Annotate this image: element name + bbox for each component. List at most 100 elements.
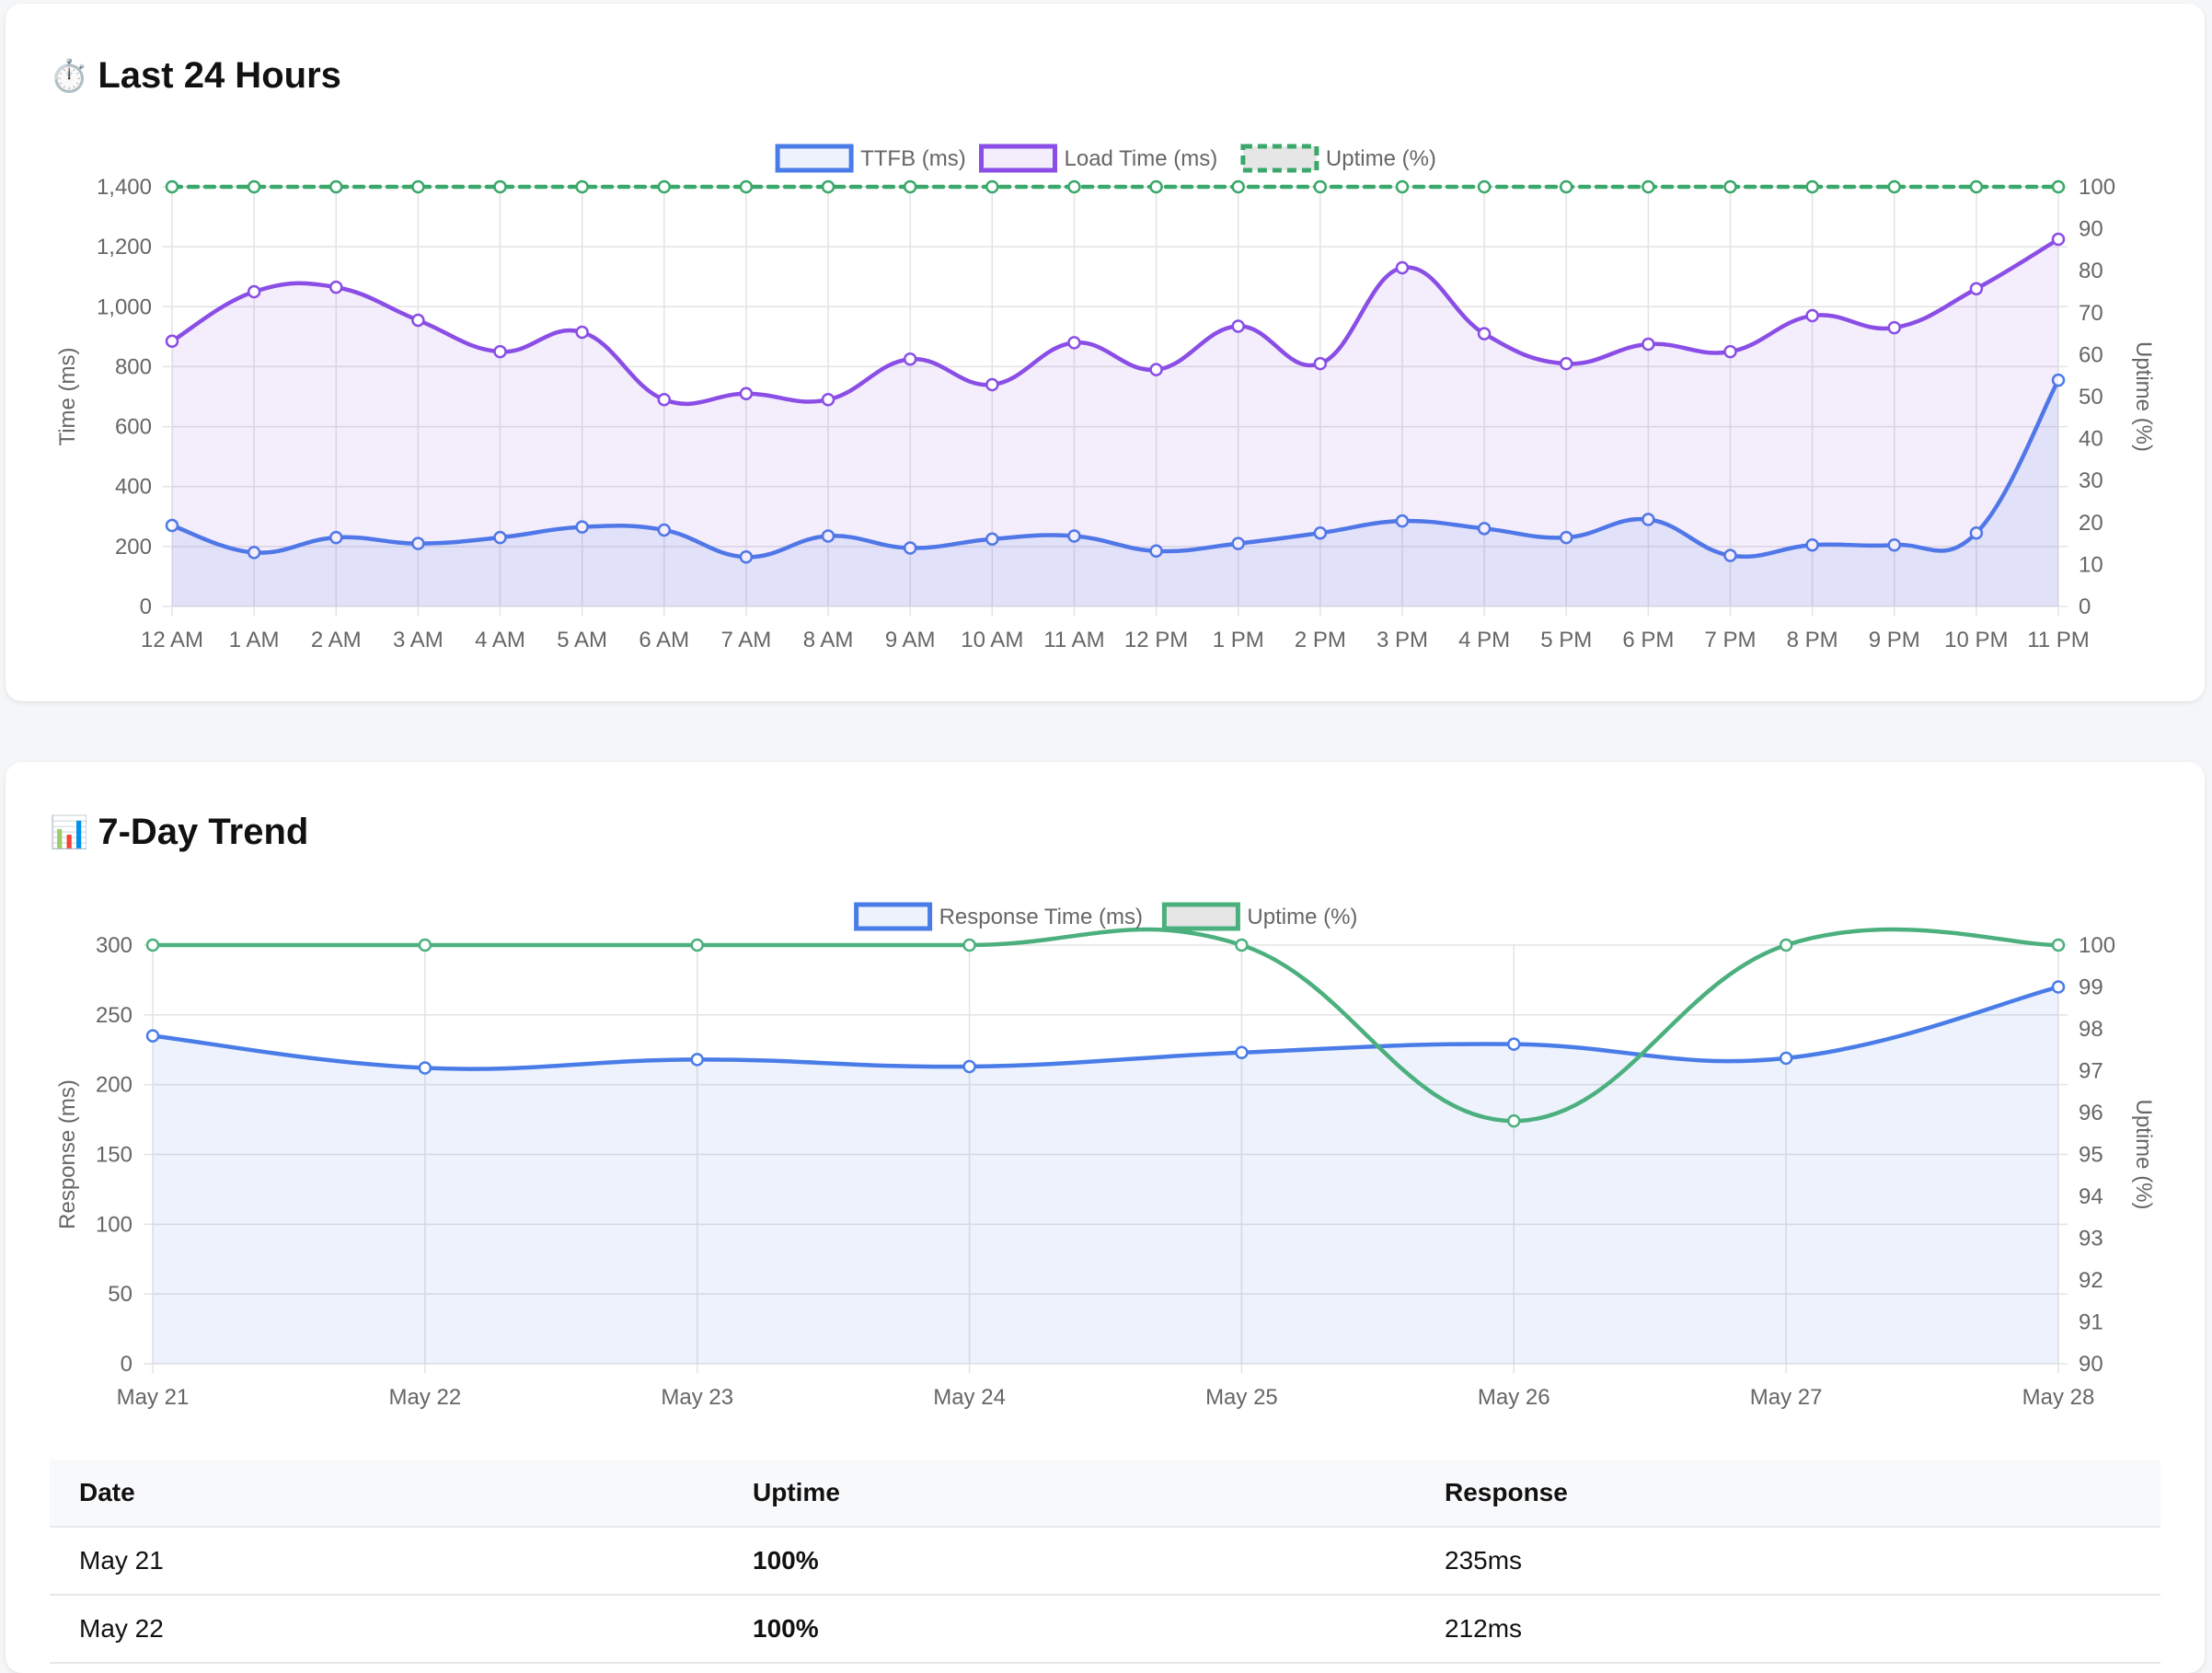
x-tick-label: 11 AM	[1043, 628, 1104, 652]
data-point	[821, 179, 835, 194]
series-line	[150, 985, 2061, 1071]
y2-tick-label: 20	[2079, 511, 2103, 536]
y2-tick-label: 95	[2079, 1143, 2103, 1168]
data-point	[1507, 1113, 1521, 1128]
y2-tick-label: 94	[2079, 1184, 2103, 1209]
hourly-performance-chart: 0 200 400 600 800 1,000 1,200 1,400 0 10 20 30 40 50 6…	[55, 144, 2156, 652]
data-point	[411, 179, 425, 194]
y2-tick-label: 60	[2079, 342, 2103, 367]
data-point	[1805, 537, 1819, 552]
data-point	[1969, 179, 1984, 194]
data-point	[1149, 544, 1163, 558]
table-row: May 22 100% 212ms	[50, 1595, 2160, 1664]
data-point	[962, 1059, 976, 1074]
data-point	[657, 179, 672, 194]
x-tick-label: 6 AM	[639, 628, 689, 652]
y2-tick-label: 97	[2079, 1059, 2103, 1084]
series-area	[172, 239, 2058, 606]
data-point	[1887, 179, 1901, 194]
legend-label: TTFB (ms)	[860, 146, 966, 171]
data-point	[329, 280, 343, 294]
data-point	[903, 179, 917, 194]
data-point	[1235, 938, 1249, 952]
y2-axis-title: Uptime (%)	[2131, 341, 2156, 452]
row-date: May 22	[50, 1595, 723, 1664]
x-tick-label: 7 PM	[1704, 628, 1756, 652]
y-tick-label: 1,200	[97, 235, 152, 260]
data-point	[1477, 522, 1492, 536]
data-point	[739, 179, 754, 194]
data-point	[1723, 344, 1737, 359]
y2-tick-label: 90	[2079, 1352, 2103, 1377]
x-tick-label: 5 AM	[557, 628, 607, 652]
y2-tick-label: 99	[2079, 975, 2103, 1000]
row-date: May 21	[50, 1527, 723, 1596]
data-point	[411, 537, 425, 550]
data-point	[1969, 525, 1984, 540]
data-point	[903, 541, 917, 555]
x-tick-label: 2 AM	[311, 628, 362, 652]
x-tick-label: 4 AM	[475, 628, 525, 652]
series-line	[150, 927, 2061, 1124]
y2-tick-label: 30	[2079, 468, 2103, 493]
data-point	[1779, 1051, 1793, 1066]
y-tick-label: 800	[115, 354, 152, 379]
y2-tick-label: 100	[2079, 175, 2115, 200]
y2-tick-label: 93	[2079, 1227, 2103, 1252]
table-header-row: Date Uptime Response	[50, 1460, 2160, 1528]
y-tick-label: 200	[115, 535, 152, 560]
data-point	[1642, 179, 1655, 194]
stopwatch-icon: ⏱️	[50, 57, 89, 95]
y-tick-label: 200	[96, 1073, 132, 1098]
y2-tick-label: 100	[2079, 933, 2115, 958]
row-response: 235ms	[1415, 1527, 2160, 1596]
data-point	[2051, 179, 2066, 194]
x-tick-label: May 21	[117, 1385, 190, 1410]
weekly-trend-chart: 0 50 100 150 200 250 300 90 91 92 93 94 95 96 97 98 99 10…	[55, 902, 2156, 1410]
y2-tick-label: 96	[2079, 1101, 2103, 1125]
data-point	[1235, 1045, 1249, 1060]
data-point	[418, 1061, 432, 1075]
legend: Response Time (ms) Uptime (%)	[854, 902, 1357, 931]
seven-day-trend-title-text: 7-Day Trend	[98, 812, 309, 852]
legend-label: Load Time (ms)	[1065, 146, 1218, 171]
data-point	[575, 520, 589, 534]
legend-swatch	[854, 902, 933, 931]
last-24-hours-card: ⏱️ Last 24 Hours 0 200 400 600 800 1,000 1,200…	[6, 4, 2205, 701]
y2-tick-label: 10	[2079, 552, 2103, 577]
data-point	[2051, 938, 2066, 952]
x-tick-label: 9 AM	[885, 628, 936, 652]
data-point	[575, 179, 589, 194]
data-point	[1723, 179, 1737, 194]
y2-tick-label: 98	[2079, 1017, 2103, 1042]
data-point	[821, 529, 835, 543]
data-point	[1313, 356, 1328, 371]
column-header-response: Response	[1415, 1460, 2160, 1528]
y2-tick-label: 91	[2079, 1310, 2103, 1335]
data-point	[903, 352, 917, 366]
data-point	[962, 938, 976, 952]
data-point	[165, 518, 179, 533]
data-point	[575, 325, 589, 340]
data-point	[985, 532, 999, 546]
data-point	[1507, 1037, 1521, 1051]
last-24-hours-title-text: Last 24 Hours	[98, 55, 341, 96]
row-response: 212ms	[1415, 1595, 2160, 1664]
y2-tick-label: 70	[2079, 301, 2103, 326]
series-area	[153, 986, 2058, 1364]
x-tick-label: May 24	[933, 1385, 1006, 1410]
data-point	[739, 550, 754, 564]
legend-label: Response Time (ms)	[939, 905, 1143, 929]
column-header-uptime: Uptime	[723, 1460, 1415, 1528]
column-header-date: Date	[50, 1460, 723, 1528]
data-point	[1067, 179, 1081, 194]
data-point	[657, 393, 672, 407]
data-point	[1231, 179, 1245, 194]
data-point	[1723, 548, 1737, 562]
data-point	[1779, 938, 1793, 952]
x-tick-label: 3 AM	[393, 628, 444, 652]
y2-tick-label: 92	[2079, 1268, 2103, 1293]
data-point	[1231, 537, 1245, 550]
x-tick-label: May 28	[2022, 1385, 2095, 1410]
y-tick-label: 150	[96, 1143, 132, 1168]
